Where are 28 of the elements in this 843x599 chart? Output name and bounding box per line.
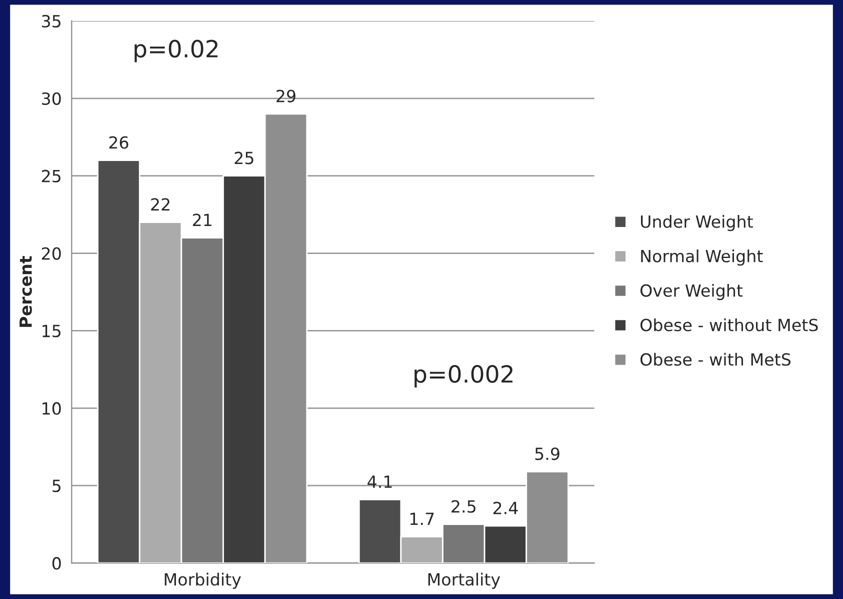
legend-label: Obese - without MetS xyxy=(640,318,818,332)
data-label: 1.7 xyxy=(410,512,434,525)
data-label: 2.4 xyxy=(493,502,518,514)
data-label: 29 xyxy=(276,90,296,102)
legend-label: Under Weight xyxy=(640,215,753,232)
legend-label: Over Weight xyxy=(640,284,743,300)
x-tick-label: Morbidity xyxy=(164,572,241,589)
data-label: 21 xyxy=(192,214,212,226)
data-label: 2.5 xyxy=(452,500,476,513)
y-tick-label: 5 xyxy=(52,480,60,492)
data-label: 25 xyxy=(234,152,254,164)
data-label: 4.1 xyxy=(368,476,392,488)
annotation: p=0.02 xyxy=(134,40,218,62)
legend-label: Normal Weight xyxy=(641,249,763,266)
data-label: 22 xyxy=(151,198,170,211)
y-axis-title: Percent xyxy=(20,256,32,327)
y-tick-label: 15 xyxy=(42,324,60,338)
y-tick-label: 20 xyxy=(42,247,61,260)
data-label: 5.9 xyxy=(535,448,560,460)
y-tick-label: 35 xyxy=(42,14,60,28)
legend-label: Obese - with MetS xyxy=(640,352,791,366)
y-tick-label: 10 xyxy=(42,402,61,415)
y-tick-label: 0 xyxy=(52,557,61,570)
data-label: 26 xyxy=(109,136,128,149)
x-tick-label: Mortality xyxy=(428,572,500,589)
annotation: p=0.002 xyxy=(414,365,512,388)
y-tick-label: 25 xyxy=(42,170,60,182)
y-tick-label: 30 xyxy=(42,92,61,105)
